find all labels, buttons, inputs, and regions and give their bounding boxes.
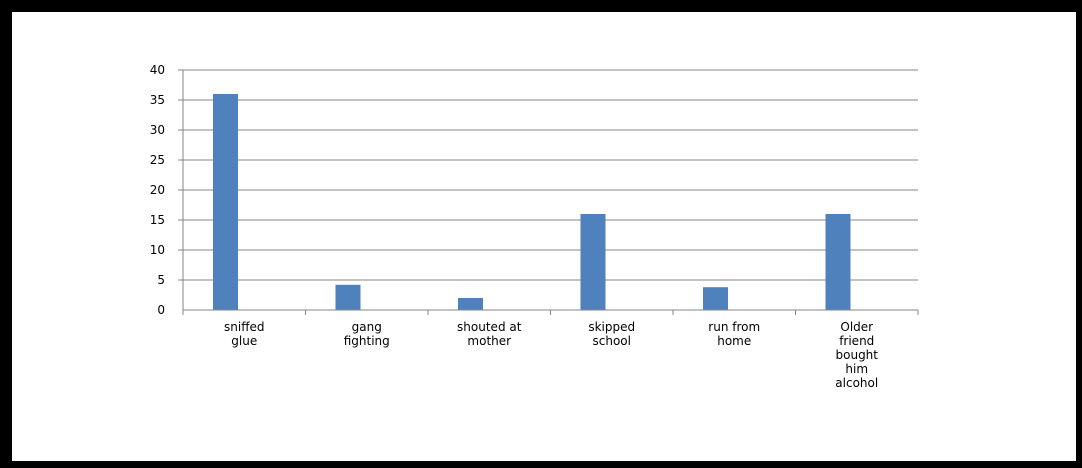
- gridlines: [178, 69, 918, 281]
- y-tick-label: 25: [150, 153, 165, 167]
- y-tick-label: 15: [150, 213, 165, 227]
- x-category-label: gang fighting: [344, 320, 390, 348]
- bars: [213, 94, 851, 310]
- bar-3: [580, 214, 606, 310]
- bar-0: [213, 94, 238, 310]
- bar-chart: 0 5 10 15 20 25 30 35 40 sniffed glue gang fighting…: [150, 63, 919, 390]
- x-category-label: Older friend bought him alcohol: [835, 320, 878, 390]
- y-tick-label: 35: [150, 93, 165, 107]
- bar-2: [458, 298, 483, 310]
- x-axis-labels: sniffed glue gang fighting shouted at mother s…: [224, 320, 878, 390]
- bar-1: [335, 284, 361, 310]
- axes: [182, 70, 919, 315]
- bar-4: [703, 287, 728, 310]
- x-category-label: sniffed glue: [224, 320, 264, 348]
- y-tick-label: 20: [150, 183, 165, 197]
- y-tick-label: 40: [150, 63, 165, 77]
- y-axis-ticks: 0 5 10 15 20 25 30 35 40: [150, 63, 165, 317]
- bar-5: [825, 214, 851, 310]
- x-category-label: run from home: [708, 320, 760, 348]
- y-tick-label: 30: [150, 123, 165, 137]
- y-tick-label: 10: [150, 243, 165, 257]
- x-category-label: shouted at mother: [457, 320, 522, 348]
- y-tick-label: 0: [157, 303, 165, 317]
- x-category-label: skipped school: [588, 320, 635, 348]
- y-tick-label: 5: [157, 273, 165, 287]
- chart-frame: 0 5 10 15 20 25 30 35 40 sniffed glue gang fighting…: [12, 12, 1076, 461]
